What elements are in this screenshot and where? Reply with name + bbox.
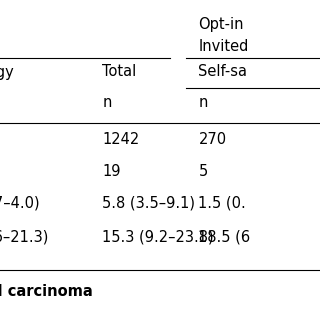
Text: n: n [102,95,112,110]
Text: n: n [198,95,208,110]
Text: 1242: 1242 [102,132,140,147]
Text: Self-sa: Self-sa [198,65,247,79]
Text: 15.3 (9.2–23.8): 15.3 (9.2–23.8) [102,229,214,244]
Text: 1.5 (0.: 1.5 (0. [198,196,246,211]
Text: 18.5 (6: 18.5 (6 [198,229,251,244]
Text: Invited: Invited [198,39,249,54]
Text: (3.6–21.3): (3.6–21.3) [0,229,49,244]
Text: 5: 5 [198,164,208,179]
Text: 270: 270 [198,132,227,147]
Text: Opt-in: Opt-in [198,17,244,31]
Text: 5.8 (3.5–9.1): 5.8 (3.5–9.1) [102,196,196,211]
Text: cell carcinoma: cell carcinoma [0,284,93,299]
Text: ology: ology [0,65,14,79]
Text: (0.7–4.0): (0.7–4.0) [0,196,40,211]
Text: 19: 19 [102,164,121,179]
Text: Total: Total [102,65,137,79]
